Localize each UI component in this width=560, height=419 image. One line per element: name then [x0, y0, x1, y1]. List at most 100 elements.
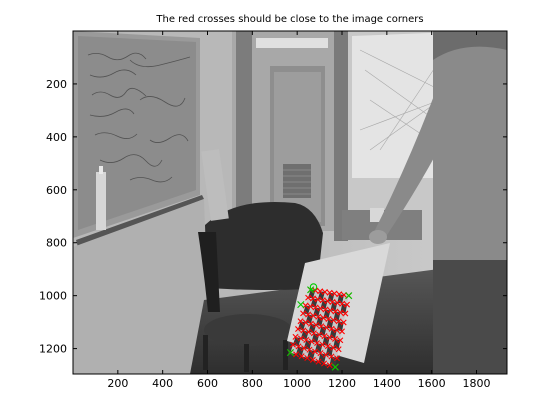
corner-cross — [324, 298, 331, 305]
checker-square — [311, 333, 320, 344]
corner-cross — [319, 341, 326, 348]
corner-cross — [303, 336, 310, 343]
corner-cross — [324, 343, 331, 350]
corner-cross — [329, 299, 336, 305]
checker-square — [325, 346, 334, 357]
corner-cross — [313, 322, 320, 329]
corner-cross — [337, 337, 344, 344]
y-tick-label: 200 — [46, 78, 67, 91]
corner-cross — [310, 312, 317, 319]
checker-square — [320, 344, 328, 355]
corner-cross — [304, 355, 311, 362]
checker-square — [307, 349, 315, 360]
x-axis: 200 400 600 800 1000 1200 1400 1600 1800 — [107, 31, 491, 390]
checker-square — [296, 346, 304, 357]
corner-cross — [307, 320, 314, 327]
corner-cross — [315, 313, 322, 320]
checker-square — [324, 354, 332, 366]
corner-cross — [321, 289, 328, 296]
checker-square — [300, 330, 309, 340]
corner-cross — [335, 346, 342, 353]
checker-square — [290, 344, 299, 355]
checker-square — [303, 339, 312, 350]
x-tick-label: 1600 — [418, 377, 446, 390]
corner-cross — [314, 296, 321, 303]
photo-image — [73, 31, 507, 374]
corner-cross — [307, 303, 314, 310]
corner-cross — [337, 309, 344, 316]
corner-cross — [336, 291, 343, 298]
green-corner-marker — [345, 292, 353, 300]
y-tick-label: 400 — [46, 131, 67, 144]
corner-cross — [340, 319, 347, 326]
corner-cross — [325, 316, 332, 323]
corner-cross — [309, 295, 316, 302]
corner-cross — [308, 338, 315, 345]
green-corner-marker — [297, 300, 305, 309]
y-tick-label: 600 — [46, 184, 67, 197]
green-corner-marker — [331, 363, 339, 371]
corner-cross — [327, 307, 334, 314]
corner-cross — [297, 335, 304, 342]
corner-cross — [312, 304, 319, 311]
y-tick-label: 800 — [46, 237, 67, 250]
corner-cross — [300, 310, 307, 317]
x-tick-label: 600 — [197, 377, 218, 390]
corner-cross — [298, 353, 305, 360]
corner-cross — [328, 325, 335, 332]
corner-cross — [317, 350, 324, 357]
checker-square — [301, 348, 310, 359]
corner-cross — [295, 326, 302, 333]
corner-cross — [331, 290, 338, 297]
green-corner-marker — [307, 286, 315, 294]
corner-cross — [311, 348, 318, 355]
corner-cross — [323, 324, 330, 331]
corner-cross — [295, 343, 302, 350]
corner-cross — [332, 335, 339, 342]
corner-cross — [302, 319, 309, 326]
x-tick-label: 1000 — [283, 377, 311, 390]
corner-cross — [300, 327, 307, 334]
corner-cross — [305, 328, 312, 335]
checkerboard-overlay — [286, 283, 353, 371]
checker-square — [292, 336, 301, 347]
green-corner-marker — [286, 348, 295, 357]
corner-cross — [306, 346, 313, 353]
corner-cross — [305, 311, 312, 318]
corner-cross — [321, 360, 328, 367]
corner-cross — [330, 317, 337, 324]
corner-cross — [333, 327, 340, 334]
y-axis: 200 400 600 800 1000 1200 — [39, 78, 507, 356]
corner-cross — [310, 330, 317, 337]
x-tick-label: 400 — [152, 377, 173, 390]
corner-cross — [314, 340, 321, 347]
corner-cross — [322, 306, 329, 313]
corner-cross — [309, 356, 316, 363]
corner-cross — [334, 299, 341, 306]
checker-square — [314, 343, 323, 354]
corner-cross — [317, 288, 324, 295]
corner-cross — [315, 358, 322, 365]
checker-square — [306, 331, 314, 342]
corner-cross — [339, 300, 346, 307]
axes-frame — [72, 30, 508, 375]
corner-cross — [322, 351, 329, 358]
corner-cross — [330, 344, 337, 351]
corner-cross — [316, 331, 323, 338]
y-tick-label: 1000 — [39, 290, 67, 303]
x-tick-label: 1400 — [373, 377, 401, 390]
corner-cross — [319, 297, 326, 304]
checker-square — [329, 356, 337, 368]
corner-cross — [293, 351, 300, 358]
corner-cross — [317, 305, 324, 312]
corner-cross — [300, 345, 307, 352]
corner-cross — [289, 341, 296, 348]
corner-cross — [342, 310, 349, 317]
corner-cross — [333, 355, 340, 362]
x-tick-label: 1200 — [328, 377, 356, 390]
chart-title: The red crosses should be close to the i… — [155, 14, 423, 25]
corner-cross — [321, 333, 328, 340]
origin-circle-marker — [309, 283, 318, 291]
corner-cross — [328, 353, 335, 360]
